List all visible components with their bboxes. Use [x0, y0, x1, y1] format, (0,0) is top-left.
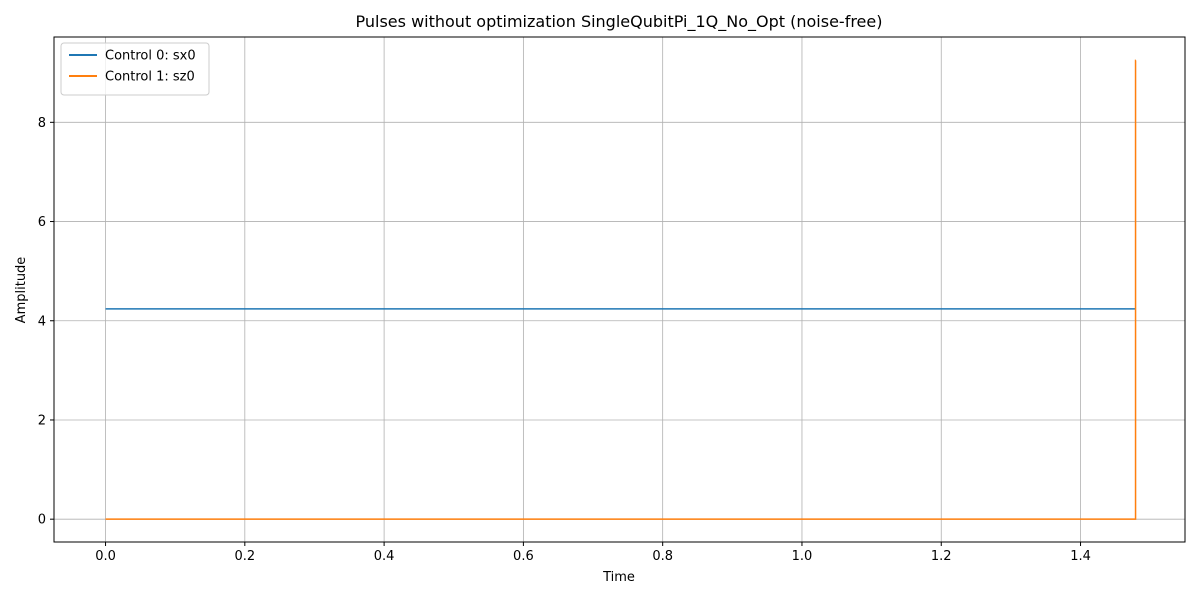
- legend: Control 0: sx0 Control 1: sz0: [60, 42, 210, 96]
- y-axis-label: Amplitude: [14, 257, 29, 324]
- y-tick-label: 6: [38, 215, 46, 230]
- y-axis-ticks: 0 2 4 6 8: [38, 116, 54, 528]
- y-tick-label: 4: [38, 314, 46, 329]
- legend-box: [60, 42, 210, 96]
- x-tick-label: 0.2: [234, 549, 255, 564]
- x-tick-label: 1.0: [792, 549, 813, 564]
- x-tick-label: 0.4: [374, 549, 395, 564]
- chart-title: Pulses without optimization SingleQubitP…: [356, 12, 883, 32]
- series-layer: [105, 59, 1137, 520]
- legend-label-0: Control 0: sx0: [105, 49, 196, 64]
- x-tick-label: 0.0: [95, 549, 116, 564]
- y-tick-label: 0: [38, 513, 46, 528]
- plot-area: [53, 36, 1186, 543]
- x-tick-label: 1.4: [1070, 549, 1091, 564]
- x-axis-ticks: 0.0 0.2 0.4 0.6 0.8 1.0 1.2 1.4: [95, 542, 1091, 564]
- legend-label-1: Control 1: sz0: [105, 70, 195, 85]
- y-tick-label: 2: [38, 413, 46, 428]
- x-tick-label: 0.6: [513, 549, 534, 564]
- plot-frame: [53, 36, 1186, 543]
- x-tick-label: 1.2: [931, 549, 952, 564]
- series-line-1: [105, 59, 1137, 520]
- x-axis-label: Time: [602, 570, 635, 585]
- y-tick-label: 8: [38, 116, 46, 131]
- x-tick-label: 0.8: [652, 549, 673, 564]
